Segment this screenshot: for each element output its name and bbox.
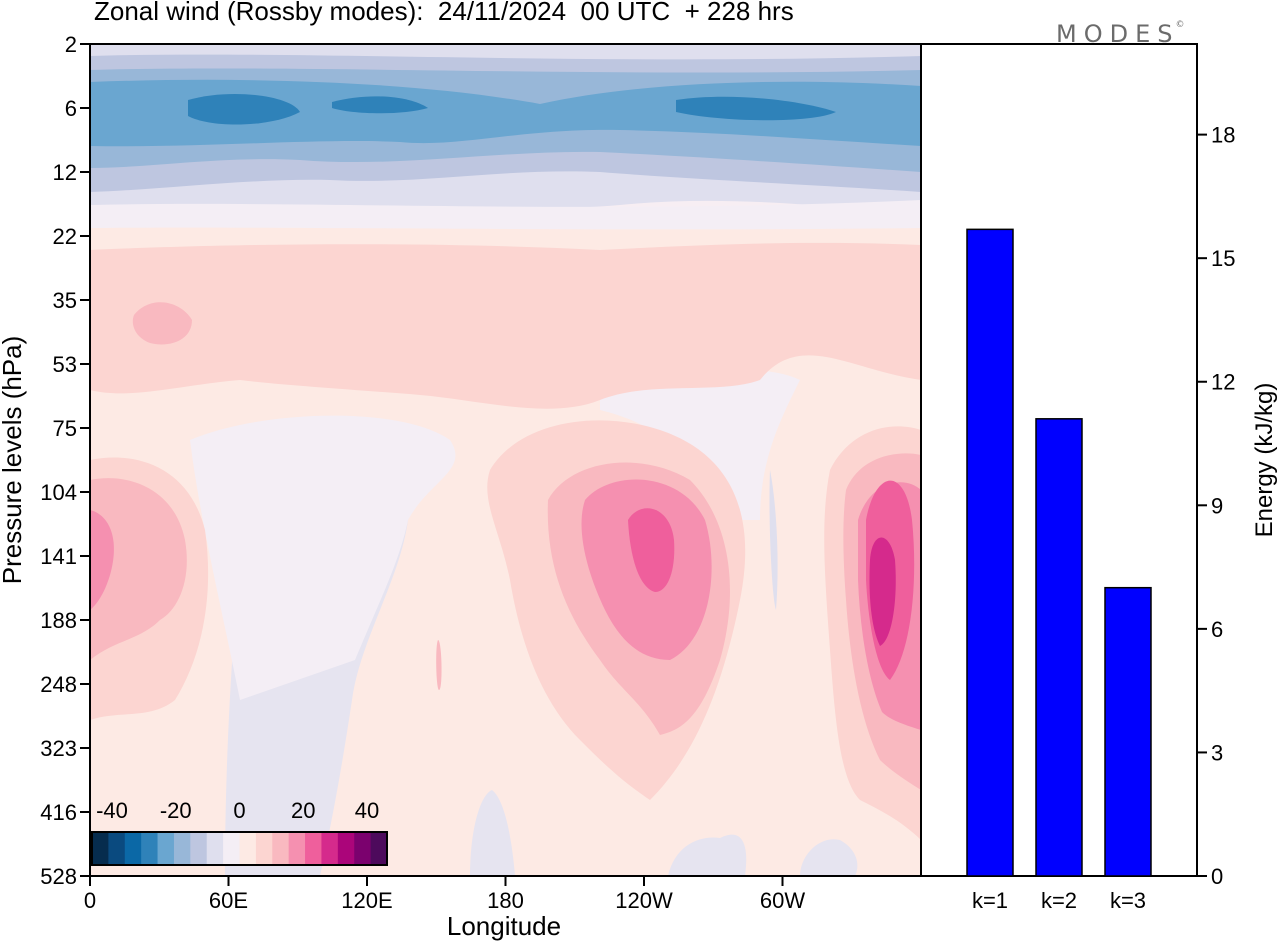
contour-band bbox=[332, 96, 428, 114]
contour-band bbox=[132, 302, 192, 345]
x-tick-label: 60E bbox=[209, 888, 248, 913]
x-tick-label: 120E bbox=[341, 888, 392, 913]
colorbar-swatch bbox=[370, 832, 388, 865]
contour-band bbox=[90, 79, 921, 147]
energy-bar bbox=[966, 228, 1014, 877]
y-tick-label: 35 bbox=[53, 288, 77, 313]
contour-band bbox=[90, 242, 921, 409]
colorbar-swatch bbox=[206, 832, 224, 865]
energy-tick-label: 15 bbox=[1211, 246, 1235, 271]
y-tick-label: 141 bbox=[40, 544, 77, 569]
contour-band bbox=[676, 96, 836, 121]
y-tick-label: 323 bbox=[40, 736, 77, 761]
x-tick-label: 180 bbox=[487, 888, 524, 913]
energy-tick-label: 6 bbox=[1211, 617, 1223, 642]
colorbar-swatch bbox=[223, 832, 240, 865]
y-tick-label: 22 bbox=[53, 224, 77, 249]
bar-category-label: k=2 bbox=[1041, 888, 1077, 913]
x-tick-label: 120W bbox=[615, 888, 673, 913]
contour-band bbox=[470, 790, 515, 876]
colorbar-tick-label: -20 bbox=[160, 798, 192, 823]
colorbar-swatch bbox=[337, 832, 355, 865]
energy-bars: k=1 k=2 k=3 bbox=[966, 228, 1152, 913]
colorbar-swatch bbox=[124, 832, 142, 865]
bar-category-label: k=1 bbox=[972, 888, 1008, 913]
contour-band bbox=[190, 415, 456, 700]
y-axis-label: Pressure levels (hPa) bbox=[0, 336, 27, 585]
energy-tick-label: 0 bbox=[1211, 864, 1223, 889]
y-tick-label: 2 bbox=[65, 32, 77, 57]
y-tick-label: 6 bbox=[65, 96, 77, 121]
colorbar-swatch bbox=[141, 832, 159, 865]
zonal-wind-heatmap bbox=[90, 44, 921, 876]
energy-axis: 0 3 6 9 12 15 18 bbox=[1197, 123, 1235, 889]
longitude-axis: 0 60E 120E 180 120W 60W bbox=[84, 876, 805, 913]
y-tick-label: 12 bbox=[53, 160, 77, 185]
contour-band bbox=[90, 510, 114, 610]
y-tick-label: 75 bbox=[53, 416, 77, 441]
energy-bar bbox=[1104, 586, 1152, 877]
colorbar-swatch bbox=[255, 832, 273, 865]
colorbar-swatch bbox=[157, 832, 175, 865]
energy-tick-label: 18 bbox=[1211, 123, 1235, 148]
y-tick-label: 528 bbox=[40, 864, 77, 889]
energy-tick-label: 12 bbox=[1211, 370, 1235, 395]
y-tick-label: 248 bbox=[40, 672, 77, 697]
colorbar-swatch bbox=[288, 832, 306, 865]
energy-bar bbox=[1035, 418, 1083, 877]
colorbar-swatch bbox=[305, 832, 322, 865]
contour-band bbox=[600, 368, 800, 520]
colorbar-frame bbox=[91, 831, 388, 866]
colorbar-swatch bbox=[321, 832, 339, 865]
contour-band bbox=[800, 839, 858, 876]
brand-mark: © bbox=[1175, 20, 1185, 30]
colorbar-swatch bbox=[108, 832, 126, 865]
colorbar: -40 -20 0 20 40 bbox=[92, 798, 388, 865]
y-tick-label: 188 bbox=[40, 608, 77, 633]
colorbar-swatch bbox=[173, 832, 191, 865]
colorbar-tick-label: 0 bbox=[233, 798, 245, 823]
contour-band bbox=[769, 470, 778, 610]
colorbar-swatch bbox=[190, 832, 208, 865]
x-axis-label: Longitude bbox=[447, 911, 561, 941]
colorbar-swatch bbox=[272, 832, 290, 865]
contour-band bbox=[188, 93, 300, 125]
y-tick-label: 416 bbox=[40, 800, 77, 825]
energy-tick-label: 3 bbox=[1211, 740, 1223, 765]
colorbar-tick-label: 20 bbox=[291, 798, 315, 823]
energy-axis-label: Energy (kJ/kg) bbox=[1251, 383, 1278, 538]
colorbar-swatch bbox=[239, 832, 257, 865]
x-tick-label: 60W bbox=[760, 888, 805, 913]
colorbar-swatch bbox=[92, 832, 109, 865]
contour-band bbox=[90, 478, 187, 660]
x-tick-label: 0 bbox=[84, 888, 96, 913]
colorbar-tick-label: -40 bbox=[96, 798, 128, 823]
contour-band bbox=[628, 508, 675, 592]
colorbar-tick-label: 40 bbox=[355, 798, 379, 823]
chart-title: Zonal wind (Rossby modes): 24/11/2024 00… bbox=[94, 0, 794, 26]
energy-tick-label: 9 bbox=[1211, 493, 1223, 518]
contour-band bbox=[668, 834, 747, 876]
contour-band bbox=[436, 640, 442, 690]
bar-category-label: k=3 bbox=[1110, 888, 1146, 913]
pressure-axis: 2 6 12 22 35 53 75 104 141 188 248 323 416 528 bbox=[40, 32, 90, 889]
colorbar-swatch bbox=[354, 832, 372, 865]
contour-band bbox=[869, 537, 896, 646]
y-tick-label: 104 bbox=[40, 480, 77, 505]
y-tick-label: 53 bbox=[53, 352, 77, 377]
